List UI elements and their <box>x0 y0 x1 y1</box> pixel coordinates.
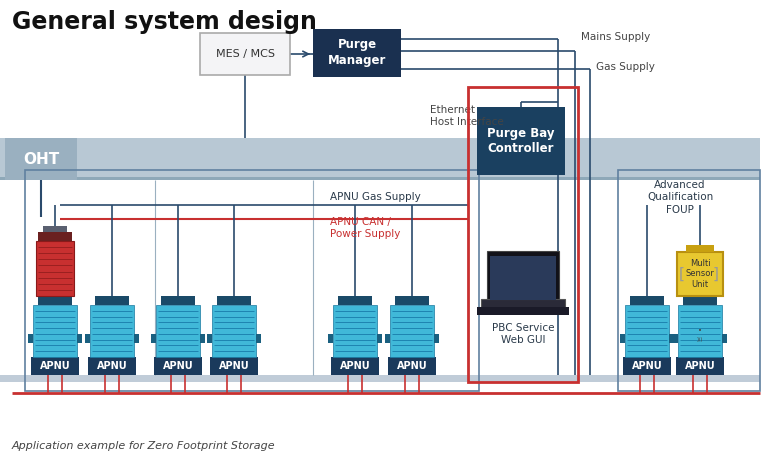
Bar <box>25 170 479 391</box>
Bar <box>154 357 202 375</box>
Text: Mains Supply: Mains Supply <box>581 32 650 42</box>
Bar <box>28 334 33 343</box>
Bar <box>338 296 372 305</box>
Bar <box>390 305 434 357</box>
Bar <box>328 334 333 343</box>
Bar <box>487 251 559 303</box>
Bar <box>477 307 569 315</box>
Bar <box>90 305 134 357</box>
Text: OHT: OHT <box>23 152 59 166</box>
Bar <box>385 334 390 343</box>
Bar <box>620 334 625 343</box>
Text: ))): ))) <box>697 337 703 341</box>
Text: ]: ] <box>713 266 719 281</box>
Bar <box>200 33 290 75</box>
Text: [: [ <box>679 266 685 281</box>
Bar <box>333 305 377 357</box>
Text: APNU CAN /
Power Supply: APNU CAN / Power Supply <box>330 217 400 239</box>
Bar <box>38 296 72 305</box>
Bar <box>377 334 382 343</box>
Text: Gas Supply: Gas Supply <box>596 62 655 72</box>
Bar <box>0 375 760 382</box>
Text: Application example for Zero Footprint Storage: Application example for Zero Footprint S… <box>12 441 276 451</box>
Bar <box>313 29 401 77</box>
Bar <box>683 296 717 305</box>
Bar <box>477 107 565 175</box>
Bar <box>156 305 200 357</box>
Bar <box>161 296 195 305</box>
Text: APNU: APNU <box>163 361 194 371</box>
Bar <box>481 299 565 309</box>
Text: Purge Bay
Controller: Purge Bay Controller <box>487 126 554 155</box>
Bar <box>630 296 664 305</box>
Bar <box>434 334 439 343</box>
Bar <box>43 226 67 232</box>
Text: APNU: APNU <box>97 361 127 371</box>
Bar <box>678 305 722 357</box>
Bar <box>38 232 72 241</box>
Bar <box>207 334 212 343</box>
Bar <box>395 296 429 305</box>
Text: Multi
Sensor
Unit: Multi Sensor Unit <box>686 259 714 289</box>
Bar <box>676 357 724 375</box>
Bar <box>468 87 578 382</box>
Bar <box>722 334 727 343</box>
Bar <box>212 305 256 357</box>
Bar <box>85 334 90 343</box>
Text: APNU: APNU <box>339 361 370 371</box>
Text: Purge
Manager: Purge Manager <box>328 39 386 67</box>
Bar <box>677 252 723 296</box>
Text: APNU: APNU <box>219 361 250 371</box>
Bar <box>686 245 714 252</box>
Bar <box>256 334 261 343</box>
Bar <box>490 256 556 300</box>
Text: APNU: APNU <box>685 361 715 371</box>
Bar <box>623 357 671 375</box>
Bar <box>33 305 77 357</box>
Text: APNU: APNU <box>632 361 662 371</box>
Bar <box>618 170 760 391</box>
Text: MES / MCS: MES / MCS <box>216 49 274 59</box>
Bar <box>217 296 251 305</box>
Bar <box>673 334 678 343</box>
Text: General system design: General system design <box>12 10 317 34</box>
Bar <box>31 357 79 375</box>
Text: APNU: APNU <box>40 361 71 371</box>
Bar <box>669 334 674 343</box>
Bar <box>5 138 77 180</box>
Bar <box>388 357 436 375</box>
Bar <box>88 357 136 375</box>
Bar <box>77 334 82 343</box>
Text: PBC Service
Web GUI: PBC Service Web GUI <box>492 323 554 345</box>
Bar <box>625 305 669 357</box>
Text: APNU: APNU <box>397 361 427 371</box>
Bar <box>0 177 760 180</box>
Bar <box>95 296 129 305</box>
Bar <box>200 334 205 343</box>
Bar <box>36 241 74 296</box>
Bar <box>0 138 760 180</box>
Text: Ethernet
Host Interface: Ethernet Host Interface <box>430 105 504 127</box>
Text: Advanced
Qualification
FOUP: Advanced Qualification FOUP <box>647 180 713 215</box>
Text: •: • <box>698 328 702 334</box>
Bar <box>331 357 379 375</box>
Bar <box>134 334 139 343</box>
Bar <box>151 334 156 343</box>
Bar <box>210 357 258 375</box>
Text: APNU Gas Supply: APNU Gas Supply <box>330 192 421 202</box>
